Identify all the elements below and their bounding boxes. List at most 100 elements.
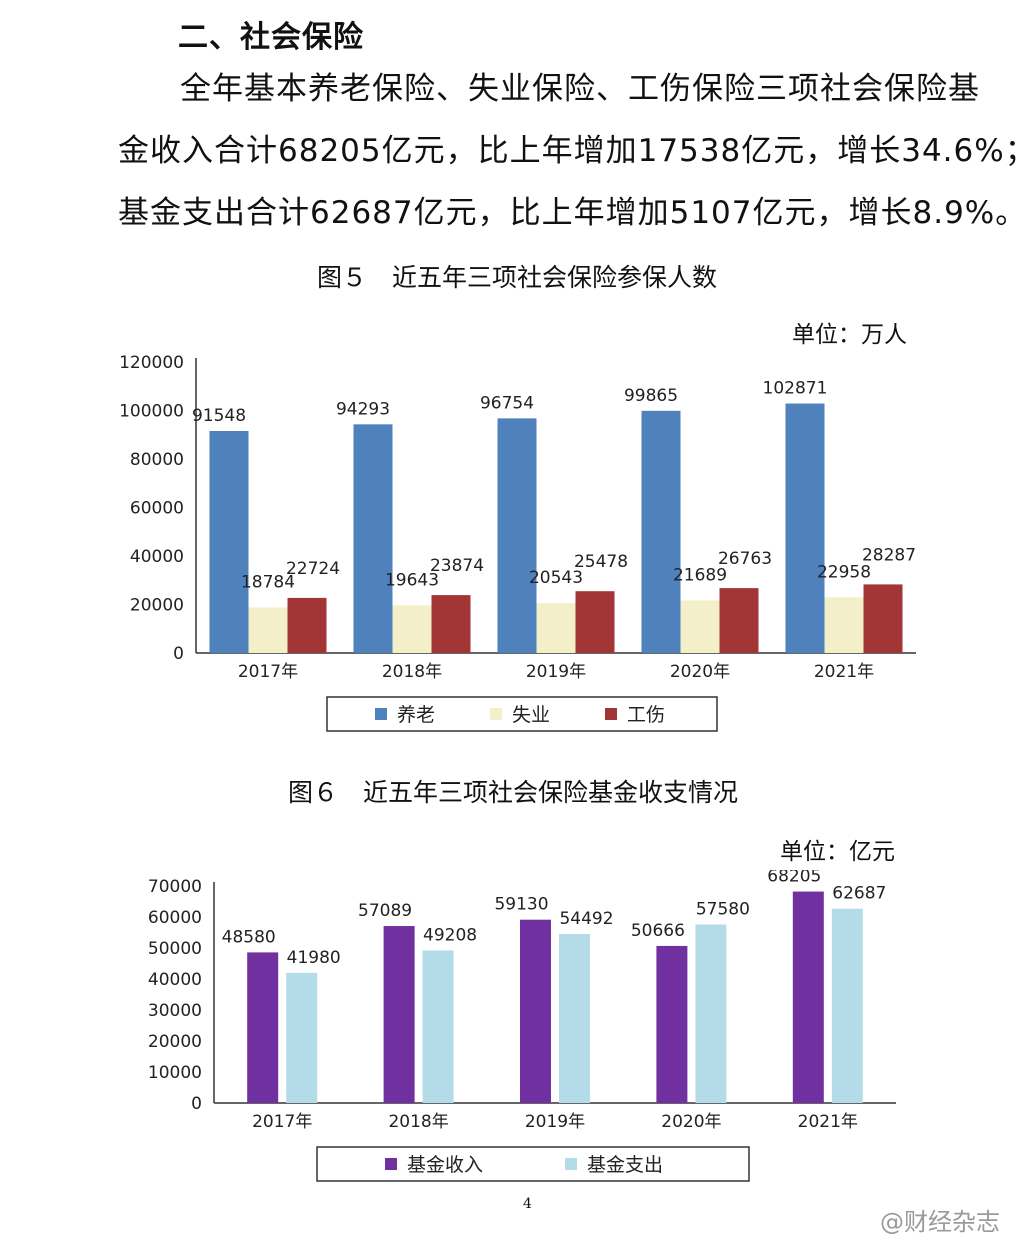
y-tick-label: 60000 bbox=[148, 908, 202, 928]
bar-2 bbox=[695, 924, 727, 1103]
y-tick-label: 10000 bbox=[148, 1063, 202, 1083]
y-tick-label: 70000 bbox=[148, 877, 202, 897]
x-tick-label: 2021年 bbox=[798, 1112, 858, 1132]
legend-box bbox=[316, 1146, 750, 1182]
y-tick-label: 60000 bbox=[130, 499, 184, 519]
y-tick-label: 100000 bbox=[119, 402, 184, 422]
data-label: 94293 bbox=[336, 399, 390, 419]
bar-2 bbox=[392, 605, 432, 653]
data-label: 23874 bbox=[430, 556, 484, 576]
legend-swatch-1 bbox=[385, 1158, 397, 1170]
legend-swatch-3 bbox=[605, 708, 617, 720]
summary-paragraph: 全年基本养老保险、失业保险、工伤保险三项社会保险基 金收入合计68205亿元，比… bbox=[118, 58, 1024, 244]
y-tick-label: 30000 bbox=[148, 1001, 202, 1021]
bar-1 bbox=[353, 424, 393, 653]
x-tick-label: 2019年 bbox=[525, 1112, 585, 1132]
legend-label-2: 失业 bbox=[512, 704, 550, 726]
bar-2 bbox=[248, 607, 288, 653]
paragraph-line-1: 全年基本养老保险、失业保险、工伤保险三项社会保险基 bbox=[180, 71, 980, 107]
chart-insured-persons: 0 20000 40000 60000 80000 100000 120000 91548 18… bbox=[119, 353, 916, 732]
y-tick-label: 40000 bbox=[130, 547, 184, 567]
x-tick-label: 2021年 bbox=[814, 662, 874, 682]
data-label: 22724 bbox=[286, 559, 340, 579]
data-label: 62687 bbox=[832, 884, 886, 904]
bar-2 bbox=[422, 950, 454, 1103]
legend-label-2: 基金支出 bbox=[587, 1154, 663, 1176]
bar-1 bbox=[247, 952, 279, 1103]
y-tick-label: 20000 bbox=[148, 1032, 202, 1052]
data-label: 21689 bbox=[673, 565, 727, 585]
legend-label-1: 基金收入 bbox=[407, 1154, 483, 1176]
bar-3 bbox=[575, 591, 615, 653]
bar-1 bbox=[520, 919, 551, 1103]
bar-3 bbox=[719, 588, 759, 653]
paragraph-line-3: 基金支出合计62687亿元，比上年增加5107亿元，增长8.9%。 bbox=[118, 195, 1024, 231]
x-tick-label: 2020年 bbox=[670, 662, 730, 682]
bar-1 bbox=[209, 430, 249, 653]
data-label: 99865 bbox=[624, 386, 678, 406]
x-tick-label: 2017年 bbox=[252, 1112, 312, 1132]
figure6-unit: 单位：亿元 bbox=[780, 839, 895, 865]
chart-fund-income-expense: 0 10000 20000 30000 40000 50000 60000 70000 4858… bbox=[148, 870, 896, 1182]
y-tick-label: 40000 bbox=[148, 970, 202, 990]
data-label: 96754 bbox=[480, 393, 534, 413]
data-label: 57580 bbox=[696, 900, 750, 920]
legend-label-3: 工伤 bbox=[627, 704, 665, 726]
data-label: 26763 bbox=[718, 549, 772, 569]
legend-swatch-2 bbox=[565, 1158, 577, 1170]
bar-2 bbox=[559, 934, 590, 1103]
bar-1 bbox=[641, 410, 681, 653]
x-tick-label: 2019年 bbox=[526, 662, 586, 682]
bar-2 bbox=[824, 597, 864, 653]
bar-2 bbox=[680, 600, 720, 653]
bar-1 bbox=[785, 403, 825, 653]
data-label: 48580 bbox=[222, 927, 276, 947]
bar-3 bbox=[863, 584, 903, 653]
y-tick-label: 120000 bbox=[119, 353, 184, 373]
legend-swatch-1 bbox=[375, 708, 387, 720]
legend-box bbox=[326, 696, 718, 732]
figure5-unit: 单位：万人 bbox=[792, 322, 907, 348]
x-tick-label: 2018年 bbox=[388, 1112, 448, 1132]
data-label: 59130 bbox=[494, 895, 548, 915]
data-label: 57089 bbox=[358, 901, 412, 921]
bar-1 bbox=[792, 891, 824, 1103]
data-label: 50666 bbox=[631, 921, 685, 941]
data-label: 91548 bbox=[192, 406, 246, 426]
x-tick-label: 2018年 bbox=[382, 662, 442, 682]
bar-2 bbox=[286, 972, 318, 1103]
data-label: 68205 bbox=[767, 870, 821, 887]
data-label: 41980 bbox=[287, 948, 341, 968]
data-label: 49208 bbox=[423, 925, 477, 945]
data-label: 19643 bbox=[385, 570, 439, 590]
bar-1 bbox=[656, 945, 688, 1103]
data-label: 22958 bbox=[817, 562, 871, 582]
data-label: 20543 bbox=[529, 568, 583, 588]
data-label: 54492 bbox=[559, 909, 613, 929]
bar-1 bbox=[383, 926, 415, 1103]
data-label: 102871 bbox=[763, 379, 828, 399]
section-title: 二、社会保险 bbox=[178, 20, 364, 55]
bar-3 bbox=[287, 597, 327, 653]
figure5-title: 图５ 近五年三项社会保险参保人数 bbox=[317, 263, 718, 292]
bar-1 bbox=[497, 418, 537, 653]
legend-swatch-2 bbox=[490, 708, 502, 720]
data-label: 18784 bbox=[241, 572, 295, 592]
paragraph-line-2: 金收入合计68205亿元，比上年增加17538亿元，增长34.6%； bbox=[118, 133, 1024, 169]
bar-3 bbox=[431, 595, 471, 653]
data-label: 25478 bbox=[574, 552, 628, 572]
bar-2 bbox=[536, 603, 576, 653]
legend-label-1: 养老 bbox=[397, 704, 435, 726]
bar-2 bbox=[831, 908, 863, 1103]
y-tick-label: 0 bbox=[191, 1094, 202, 1114]
y-tick-label: 0 bbox=[173, 644, 184, 664]
y-tick-label: 20000 bbox=[130, 596, 184, 616]
x-tick-label: 2020年 bbox=[661, 1112, 721, 1132]
y-tick-label: 80000 bbox=[130, 450, 184, 470]
y-tick-label: 50000 bbox=[148, 939, 202, 959]
weibo-watermark: @财经杂志 bbox=[880, 1208, 1000, 1236]
figure6-title: 图６ 近五年三项社会保险基金收支情况 bbox=[288, 778, 739, 807]
data-label: 28287 bbox=[862, 545, 916, 565]
x-tick-label: 2017年 bbox=[238, 662, 298, 682]
page-number: 4 bbox=[523, 1196, 532, 1212]
